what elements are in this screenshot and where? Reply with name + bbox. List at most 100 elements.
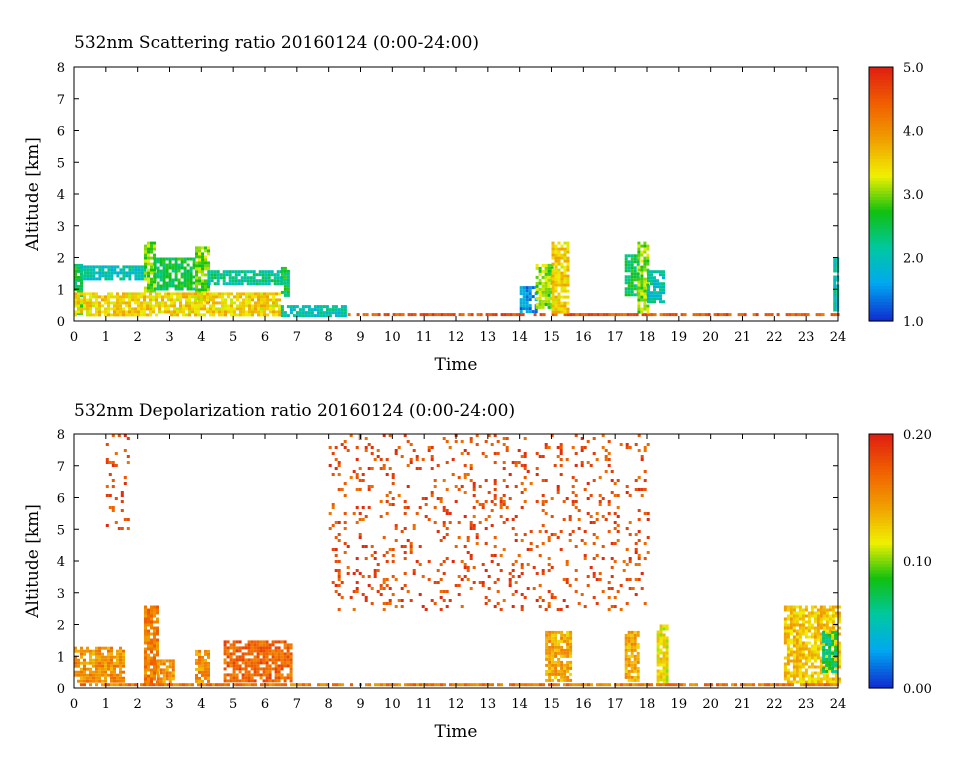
x-tick-label: 3 <box>165 330 173 345</box>
heatmap-cell <box>792 629 796 633</box>
heatmap-cell <box>557 657 561 661</box>
heatmap-cell <box>437 683 440 687</box>
heatmap-cell <box>189 269 193 273</box>
heatmap-cell <box>185 304 188 308</box>
heatmap-cell <box>237 273 241 277</box>
heatmap-cell <box>439 539 443 542</box>
heatmap-cell <box>280 655 284 659</box>
heatmap-cell <box>147 680 150 684</box>
heatmap-cell <box>783 638 787 642</box>
heatmap-cell <box>379 515 383 518</box>
heatmap-cell <box>107 649 110 653</box>
heatmap-cell <box>547 287 551 291</box>
heatmap-cell <box>541 275 545 279</box>
heatmap-cell <box>461 683 464 687</box>
heatmap-cell <box>557 295 561 299</box>
heatmap-cell <box>275 298 278 302</box>
heatmap-cell <box>230 292 233 296</box>
heatmap-cell <box>346 449 350 452</box>
heatmap-cell <box>643 247 647 251</box>
heatmap-cell <box>274 679 278 683</box>
colorbar-step <box>869 446 893 451</box>
heatmap-cell <box>165 284 169 288</box>
heatmap-cell <box>454 584 458 587</box>
heatmap-cell <box>560 256 564 260</box>
heatmap-cell <box>819 677 823 681</box>
heatmap-cell <box>538 269 542 273</box>
heatmap-cell <box>156 650 159 654</box>
heatmap-cell <box>409 458 413 461</box>
heatmap-cell <box>77 658 80 662</box>
heatmap-cell <box>560 310 564 314</box>
heatmap-cell <box>622 569 626 572</box>
heatmap-cell <box>245 310 248 314</box>
heatmap-cell <box>831 677 835 681</box>
heatmap-cell <box>819 647 823 651</box>
heatmap-cell <box>550 593 554 596</box>
heatmap-cell <box>813 626 817 630</box>
heatmap-cell <box>659 660 663 664</box>
heatmap-cell <box>98 667 101 671</box>
heatmap-cell <box>203 298 206 302</box>
heatmap-cell <box>563 271 567 275</box>
heatmap-cell <box>656 636 660 640</box>
heatmap-cell <box>272 304 275 308</box>
heatmap-cell <box>212 301 215 305</box>
heatmap-cell <box>125 292 128 296</box>
heatmap-cell <box>283 658 287 662</box>
heatmap-cell <box>502 437 506 440</box>
heatmap-cell <box>198 282 201 286</box>
heatmap-cell <box>607 608 611 611</box>
heatmap-cell <box>302 683 305 687</box>
heatmap-cell <box>566 636 570 640</box>
heatmap-cell <box>89 655 92 659</box>
heatmap-cell <box>95 676 98 680</box>
heatmap-cell <box>410 313 414 317</box>
heatmap-cell <box>77 679 80 683</box>
heatmap-cell <box>538 287 542 291</box>
heatmap-cell <box>637 289 641 293</box>
heatmap-cell <box>646 262 650 266</box>
heatmap-cell <box>209 295 212 299</box>
heatmap-cell <box>173 304 176 308</box>
heatmap-cell <box>630 293 634 297</box>
heatmap-cell <box>825 617 829 621</box>
heatmap-cell <box>213 282 217 286</box>
heatmap-cell <box>201 252 204 256</box>
heatmap-cell <box>361 479 365 482</box>
x-tick-label: 2 <box>134 697 142 712</box>
x-tick-label: 18 <box>639 330 656 345</box>
heatmap-cell <box>819 608 823 612</box>
heatmap-cell <box>153 641 156 645</box>
heatmap-cell <box>356 313 360 317</box>
colorbar-step <box>869 646 893 651</box>
heatmap-cell <box>522 304 526 308</box>
heatmap-cell <box>147 280 150 284</box>
heatmap-cell <box>257 304 260 308</box>
colorbar-step <box>869 174 893 179</box>
heatmap-cell <box>825 633 829 637</box>
heatmap-cell <box>563 666 567 670</box>
heatmap-cell <box>227 683 230 687</box>
heatmap-cell <box>125 683 128 687</box>
heatmap-cell <box>74 661 77 665</box>
heatmap-cell <box>831 680 835 684</box>
heatmap-cell <box>646 307 650 311</box>
heatmap-cell <box>122 295 125 299</box>
heatmap-cell <box>269 307 272 311</box>
heatmap-cell <box>223 673 227 677</box>
heatmap-cell <box>241 679 245 683</box>
heatmap-cell <box>595 602 599 605</box>
colorbar-step <box>869 117 893 122</box>
heatmap-cell <box>505 437 509 440</box>
heatmap-cell <box>195 652 198 656</box>
heatmap-cell <box>535 287 539 291</box>
heatmap-cell <box>331 581 335 584</box>
colorbar-step <box>869 260 893 265</box>
heatmap-cell <box>164 295 167 299</box>
heatmap-cell <box>147 253 150 257</box>
heatmap-cell <box>833 260 837 264</box>
heatmap-cell <box>223 646 227 650</box>
heatmap-cell <box>95 292 98 296</box>
heatmap-cell <box>153 632 156 636</box>
